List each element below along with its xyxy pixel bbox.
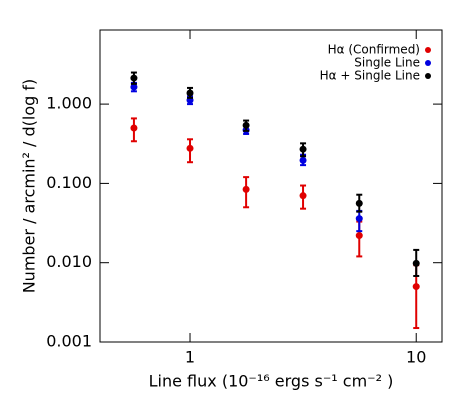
point bbox=[242, 185, 250, 193]
x-axis-label: Line flux (10⁻¹⁶ ergs s⁻¹ cm⁻² ) bbox=[149, 372, 394, 391]
x-tick-label: 1 bbox=[185, 348, 195, 367]
point bbox=[355, 199, 363, 207]
point bbox=[186, 144, 194, 152]
point bbox=[130, 74, 138, 82]
y-axis-label: Number / arcmin² / d(log f) bbox=[20, 79, 39, 294]
plot-frame bbox=[99, 29, 443, 343]
point bbox=[412, 283, 420, 291]
legend-marker bbox=[425, 73, 431, 79]
x-tick-label: 10 bbox=[406, 348, 426, 367]
legend-label: Hα + Single Line bbox=[320, 69, 420, 83]
point bbox=[299, 192, 307, 200]
legend-label: Single Line bbox=[354, 56, 420, 70]
y-tick-label: 0.010 bbox=[46, 252, 92, 271]
legend-marker bbox=[425, 47, 431, 53]
point bbox=[186, 89, 194, 97]
legend-marker bbox=[425, 60, 431, 66]
y-tick-label: 0.001 bbox=[46, 332, 92, 351]
point bbox=[412, 259, 420, 267]
point bbox=[130, 83, 138, 91]
point bbox=[299, 156, 307, 164]
point bbox=[355, 215, 363, 223]
legend-label: Hα (Confirmed) bbox=[328, 43, 420, 57]
point bbox=[242, 121, 250, 129]
y-tick-label: 0.100 bbox=[46, 173, 92, 192]
y-tick-label: 1.000 bbox=[46, 94, 92, 113]
point bbox=[299, 145, 307, 153]
point bbox=[355, 232, 363, 240]
point bbox=[130, 124, 138, 132]
